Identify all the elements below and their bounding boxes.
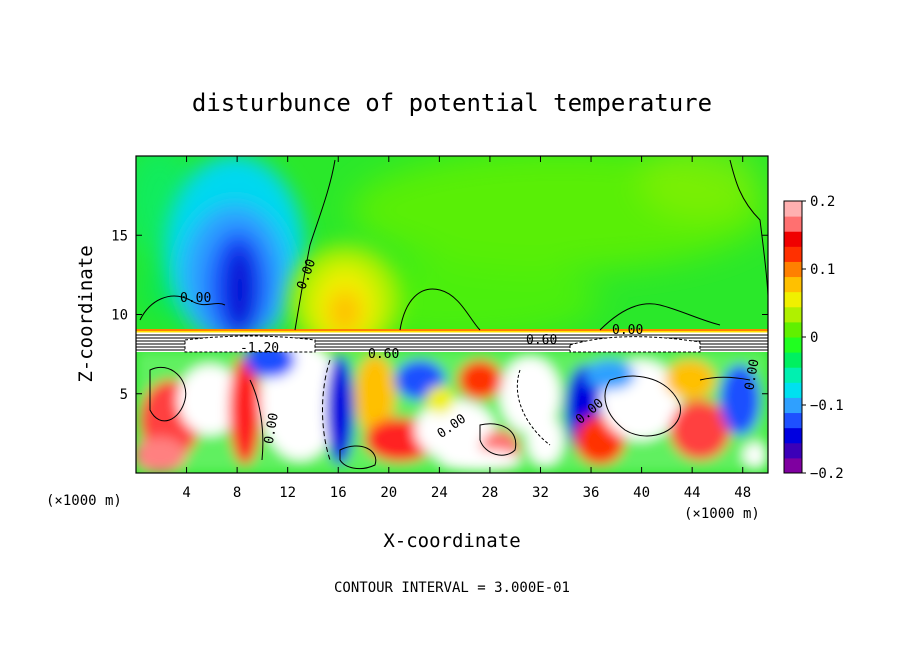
colorbar-swatch <box>784 276 802 293</box>
x-tick-label: 16 <box>330 485 347 501</box>
colorbar-ticks: 0.2 0.1 0 −0.1 −0.2 <box>802 194 844 482</box>
colorbar-swatch <box>784 412 802 429</box>
y-axis-label: Z-coordinate <box>75 245 97 382</box>
warm-plume <box>290 245 400 355</box>
contour-interval-note: CONTOUR INTERVAL = 3.000E-01 <box>334 580 570 596</box>
plot-area: 0.00 0.00 -1.20 0.60 0.60 0.00 0.00 0.00… <box>136 156 768 473</box>
colorbar-swatch <box>784 306 802 323</box>
contour-label: 0.00 <box>262 412 282 445</box>
colorbar-tick-label: −0.1 <box>810 398 844 414</box>
colorbar-swatch <box>784 382 802 398</box>
colorbar-swatch <box>784 201 802 217</box>
contour-lines <box>139 159 768 470</box>
chart-title: disturbunce of potential temperature <box>192 89 712 117</box>
colorbar-tick-label: 0.2 <box>810 194 835 210</box>
y-tick-label: 10 <box>111 308 128 324</box>
lower-layer <box>136 340 768 473</box>
x-tick-label: 12 <box>279 485 296 501</box>
contour-label: 0.00 <box>742 358 762 391</box>
colorbar-tick-label: 0.1 <box>810 262 835 278</box>
x-tick-label: 40 <box>633 485 650 501</box>
colorbar-tick-label: −0.2 <box>810 466 844 482</box>
x-tick-label: 32 <box>532 485 549 501</box>
contour-label: 0.00 <box>612 323 643 338</box>
x-tick-label: 20 <box>380 485 397 501</box>
colorbar-swatch <box>784 291 802 308</box>
colorbar-swatch <box>784 261 802 278</box>
colorbar-swatch <box>784 246 802 262</box>
contour-label: 0.60 <box>526 333 557 348</box>
y-tick-label: 15 <box>111 228 128 244</box>
colorbar-swatch <box>784 337 802 353</box>
x-axis-label: X-coordinate <box>383 530 520 552</box>
colorbar-swatch <box>784 231 802 247</box>
colorbar <box>784 201 802 474</box>
cold-plume <box>165 156 305 345</box>
x-axis-ticks: 4 8 12 16 20 24 28 32 36 40 44 48 <box>182 156 751 501</box>
contour-label: 0.00 <box>180 291 211 306</box>
x-tick-label: 8 <box>233 485 241 501</box>
colorbar-swatch <box>784 427 802 444</box>
contour-label: 0.60 <box>368 347 399 362</box>
y-axis-ticks: 5 10 15 <box>111 228 768 403</box>
x-tick-label: 36 <box>583 485 600 501</box>
colorbar-swatch <box>784 321 802 338</box>
x-tick-label: 4 <box>182 485 190 501</box>
x-unit-right: (×1000 m) <box>684 506 760 522</box>
x-tick-label: 24 <box>431 485 448 501</box>
y-tick-label: 5 <box>120 387 128 403</box>
colorbar-swatch <box>784 397 802 414</box>
colorbar-swatch <box>784 442 802 459</box>
colorbar-swatch <box>784 367 802 383</box>
x-tick-label: 44 <box>684 485 701 501</box>
colorbar-swatch <box>784 352 802 368</box>
x-tick-label: 48 <box>734 485 751 501</box>
colorbar-swatch <box>784 216 802 232</box>
colorbar-tick-label: 0 <box>810 330 818 346</box>
colorbar-swatch <box>784 457 802 474</box>
x-tick-label: 28 <box>481 485 498 501</box>
contour-label: -1.20 <box>240 341 279 356</box>
x-unit-left: (×1000 m) <box>46 493 122 509</box>
inversion-band <box>136 329 768 353</box>
